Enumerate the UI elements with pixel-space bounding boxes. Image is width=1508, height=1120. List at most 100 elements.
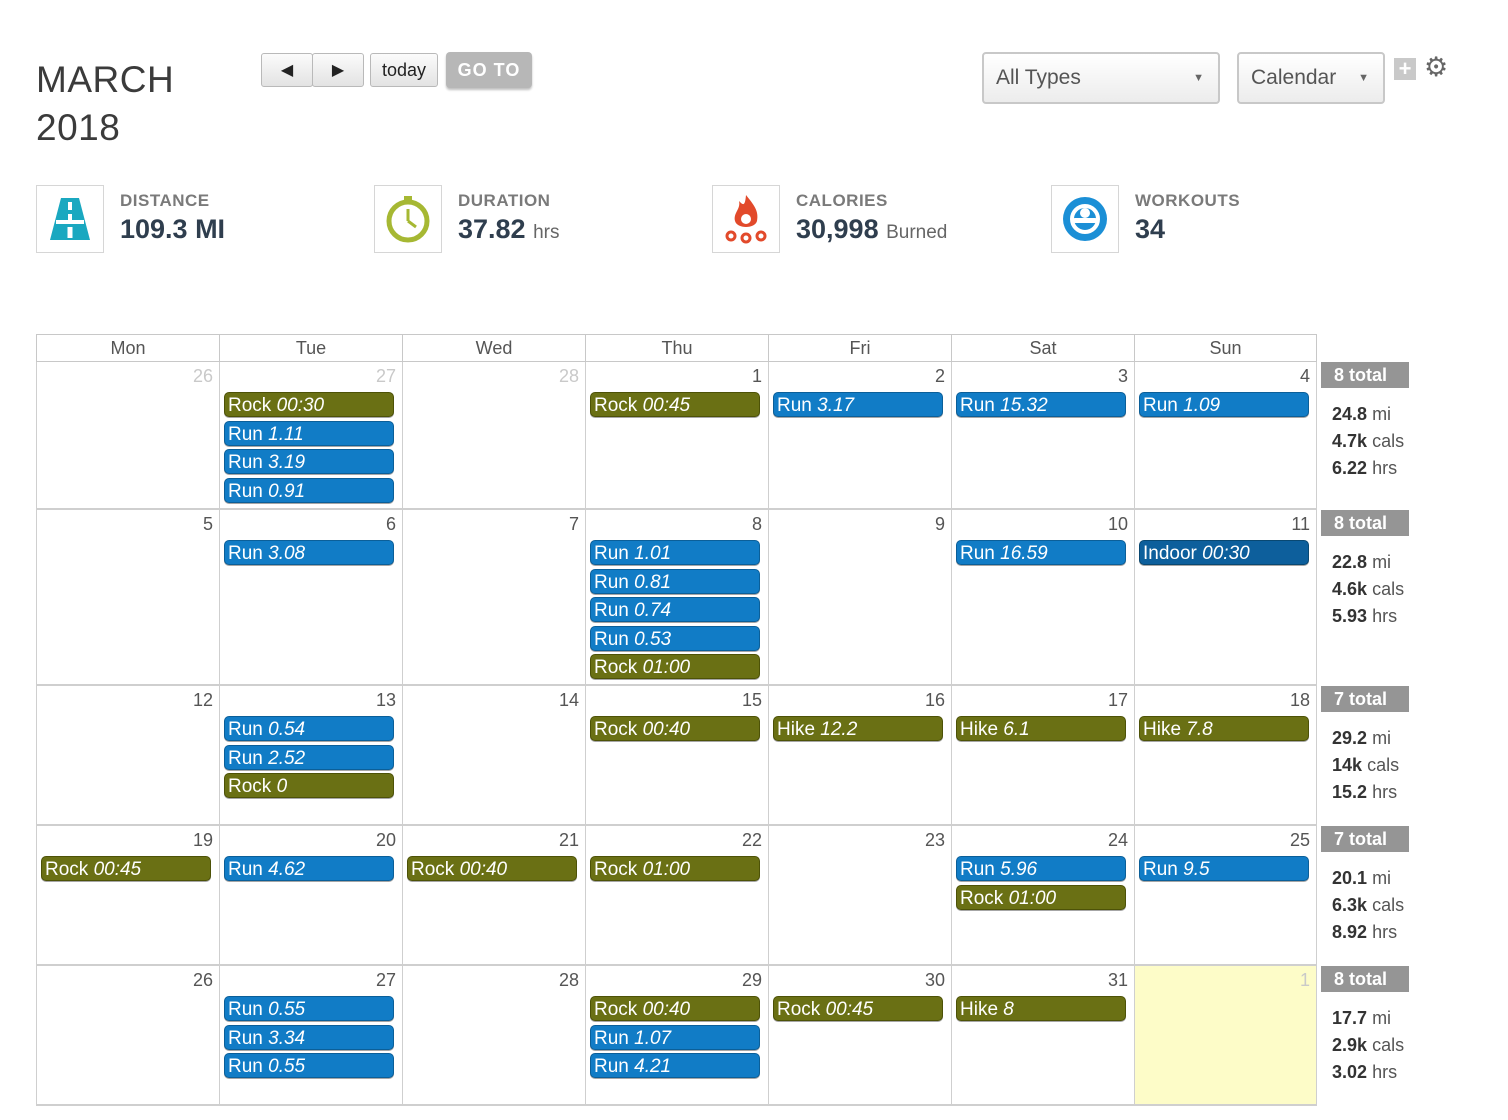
day-cell[interactable]: 26	[36, 966, 219, 1106]
day-cell[interactable]: 25 Run 9.5	[1134, 826, 1317, 966]
workout-event-run[interactable]: Run 0.53	[590, 625, 760, 651]
workout-event-hike[interactable]: Hike 8	[956, 996, 1126, 1021]
workout-event-run[interactable]: Run 0.81	[590, 568, 760, 594]
workout-event-rock[interactable]: Rock 01:00	[956, 884, 1126, 910]
day-cell[interactable]: 17 Hike 6.1	[951, 686, 1134, 826]
workout-event-hike[interactable]: Hike 7.8	[1139, 716, 1309, 741]
week-summary-cals: 2.9k cals	[1332, 1035, 1404, 1056]
day-cell[interactable]: 18 Hike 7.8	[1134, 686, 1317, 826]
week-summary-hrs: 15.2 hrs	[1332, 782, 1397, 803]
day-cell[interactable]: 30 Rock 00:45	[768, 966, 951, 1106]
week-summary-unit: hrs	[1372, 922, 1398, 942]
day-cell[interactable]: 4 Run 1.09	[1134, 362, 1317, 510]
event-value: 15.32	[1000, 395, 1048, 416]
day-number: 12	[192, 690, 213, 710]
view-select[interactable]: Calendar ▼	[1237, 52, 1385, 104]
day-cell[interactable]: 28	[402, 966, 585, 1106]
workout-event-run[interactable]: Run 0.74	[590, 597, 760, 623]
workout-event-run[interactable]: Run 0.54	[224, 716, 394, 741]
workout-event-run[interactable]: Run 0.55	[224, 1053, 394, 1079]
week-summary-value: 29.2	[1332, 728, 1368, 748]
goto-button[interactable]: GO TO	[446, 52, 532, 88]
day-cell[interactable]: 8 Run 1.01 Run 0.81 Run 0.74 Run 0.53 Rock 01…	[585, 510, 768, 686]
day-cell[interactable]: 16 Hike 12.2	[768, 686, 951, 826]
day-cell[interactable]: 1	[1134, 966, 1317, 1106]
day-cell[interactable]: 15 Rock 00:40	[585, 686, 768, 826]
day-cell[interactable]: 31 Hike 8	[951, 966, 1134, 1106]
workout-event-rock[interactable]: Rock 0	[224, 773, 394, 799]
workout-event-run[interactable]: Run 1.09	[1139, 392, 1309, 417]
workout-event-hike[interactable]: Hike 6.1	[956, 716, 1126, 741]
day-cell[interactable]: 2 Run 3.17	[768, 362, 951, 510]
day-cell[interactable]: 22 Rock 01:00	[585, 826, 768, 966]
workout-event-run[interactable]: Run 4.21	[590, 1053, 760, 1079]
day-cell[interactable]: 7	[402, 510, 585, 686]
workout-event-run[interactable]: Run 1.01	[590, 540, 760, 565]
day-cell[interactable]: 20 Run 4.62	[219, 826, 402, 966]
day-cell[interactable]: 24 Run 5.96 Rock 01:00	[951, 826, 1134, 966]
event-value: 9.5	[1183, 859, 1210, 880]
workout-event-rock[interactable]: Rock 01:00	[590, 654, 760, 680]
week-summary-unit: cals	[1372, 1035, 1405, 1055]
event-value: 0.55	[268, 999, 306, 1020]
day-cell[interactable]: 28	[402, 362, 585, 510]
today-button[interactable]: today	[370, 53, 438, 87]
day-cell[interactable]: 19 Rock 00:45	[36, 826, 219, 966]
workout-event-rock[interactable]: Rock 00:40	[407, 856, 577, 881]
workout-event-run[interactable]: Run 0.91	[224, 477, 394, 503]
day-cell[interactable]: 13 Run 0.54 Run 2.52 Rock 0	[219, 686, 402, 826]
workout-event-run[interactable]: Run 3.19	[224, 449, 394, 475]
day-number: 24	[1107, 830, 1128, 850]
calories-label: CALORIES	[796, 191, 888, 210]
gear-icon[interactable]: ⚙	[1424, 52, 1449, 82]
workout-event-rock[interactable]: Rock 00:45	[590, 392, 760, 417]
day-cell[interactable]: 1 Rock 00:45	[585, 362, 768, 510]
next-month-button[interactable]: ▶	[312, 53, 364, 87]
workout-event-indoor[interactable]: Indoor 00:30	[1139, 540, 1309, 565]
workout-event-rock[interactable]: Rock 00:40	[590, 716, 760, 741]
day-number: 30	[924, 970, 945, 990]
day-number: 3	[1117, 366, 1128, 386]
workout-event-rock[interactable]: Rock 01:00	[590, 856, 760, 881]
day-cell[interactable]: 12	[36, 686, 219, 826]
workout-event-rock[interactable]: Rock 00:40	[590, 996, 760, 1021]
type-filter-select[interactable]: All Types ▼	[982, 52, 1220, 104]
prev-month-button[interactable]: ◀	[261, 53, 313, 87]
day-cell[interactable]: 10 Run 16.59	[951, 510, 1134, 686]
event-type-label: Run	[228, 859, 263, 880]
day-cell[interactable]: 14	[402, 686, 585, 826]
day-cell[interactable]: 11 Indoor 00:30	[1134, 510, 1317, 686]
workout-event-run[interactable]: Run 1.07	[590, 1024, 760, 1050]
day-cell[interactable]: 26	[36, 362, 219, 510]
workout-event-run[interactable]: Run 4.62	[224, 856, 394, 881]
workout-event-run[interactable]: Run 9.5	[1139, 856, 1309, 881]
day-cell[interactable]: 5	[36, 510, 219, 686]
day-cell[interactable]: 27 Run 0.55 Run 3.34 Run 0.55	[219, 966, 402, 1106]
workout-event-run[interactable]: Run 2.52	[224, 744, 394, 770]
day-cell[interactable]: 3 Run 15.32	[951, 362, 1134, 510]
day-number: 29	[741, 970, 762, 990]
workout-event-rock[interactable]: Rock 00:45	[41, 856, 211, 881]
workout-event-run[interactable]: Run 3.17	[773, 392, 943, 417]
workout-event-run[interactable]: Run 3.34	[224, 1024, 394, 1050]
day-cell[interactable]: 6 Run 3.08	[219, 510, 402, 686]
workout-event-rock[interactable]: Rock 00:45	[773, 996, 943, 1021]
workout-event-run[interactable]: Run 5.96	[956, 856, 1126, 881]
day-cell[interactable]: 9	[768, 510, 951, 686]
add-button[interactable]: +	[1394, 58, 1416, 80]
day-cell[interactable]: 23	[768, 826, 951, 966]
workout-event-run[interactable]: Run 1.11	[224, 420, 394, 446]
workout-event-run[interactable]: Run 3.08	[224, 540, 394, 565]
workout-event-run[interactable]: Run 0.55	[224, 996, 394, 1021]
day-cell[interactable]: 27 Rock 00:30 Run 1.11 Run 3.19 Run 0.91	[219, 362, 402, 510]
day-cell[interactable]: 21 Rock 00:40	[402, 826, 585, 966]
week-summary-unit: hrs	[1372, 782, 1398, 802]
workout-event-run[interactable]: Run 16.59	[956, 540, 1126, 565]
event-type-label: Rock	[594, 657, 638, 679]
event-value: 0.81	[634, 571, 672, 593]
workout-event-rock[interactable]: Rock 00:30	[224, 392, 394, 417]
day-cell[interactable]: 29 Rock 00:40 Run 1.07 Run 4.21	[585, 966, 768, 1106]
workout-event-run[interactable]: Run 15.32	[956, 392, 1126, 417]
workout-event-hike[interactable]: Hike 12.2	[773, 716, 943, 741]
chevron-down-icon: ▼	[1193, 72, 1204, 84]
